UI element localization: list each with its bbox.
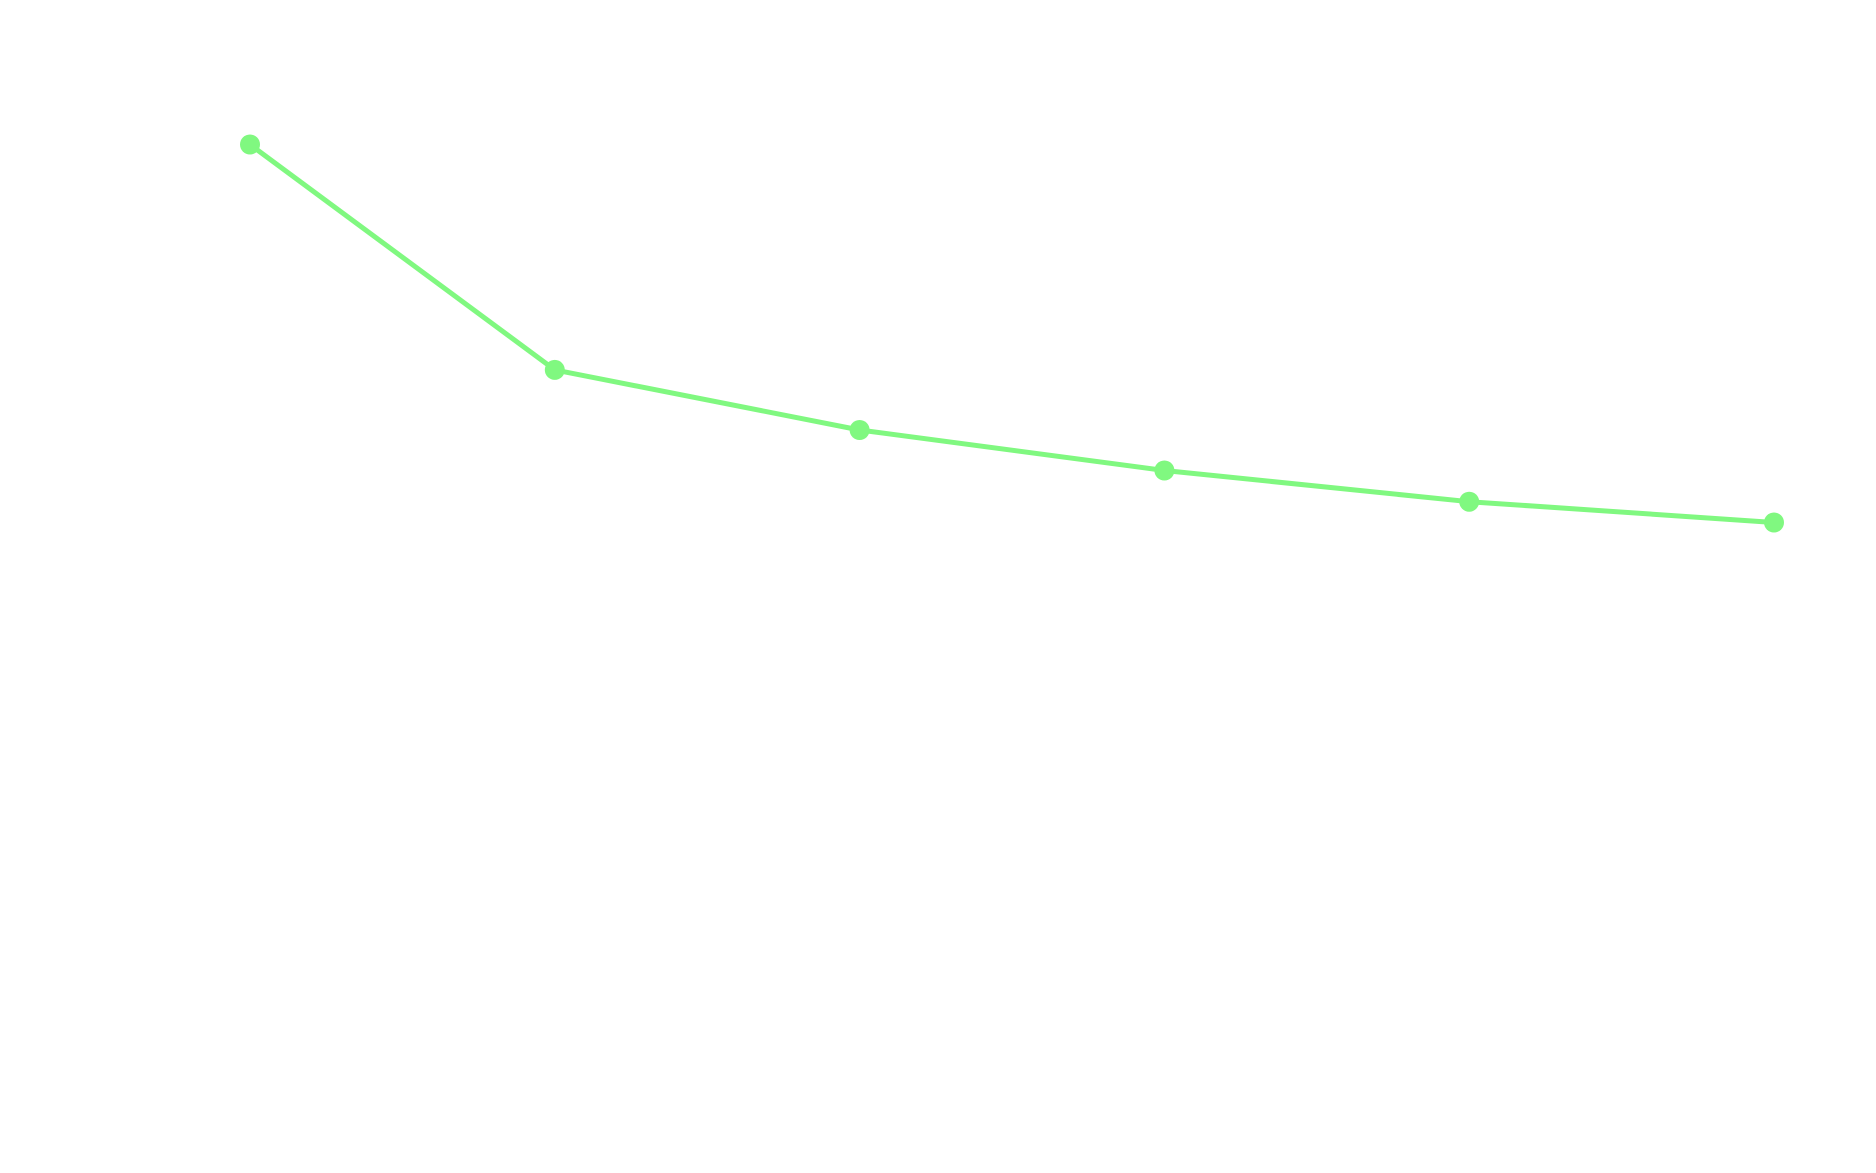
data-point-0-3 (1154, 460, 1175, 481)
data-point-0-0 (240, 134, 260, 155)
data-point-0-5 (1764, 512, 1784, 533)
series-line-0 (247, 142, 1777, 525)
plot-area (240, 134, 1784, 533)
data-point-0-2 (849, 420, 870, 440)
data-point-0-4 (1459, 491, 1480, 512)
data-point-0-1 (544, 359, 565, 380)
